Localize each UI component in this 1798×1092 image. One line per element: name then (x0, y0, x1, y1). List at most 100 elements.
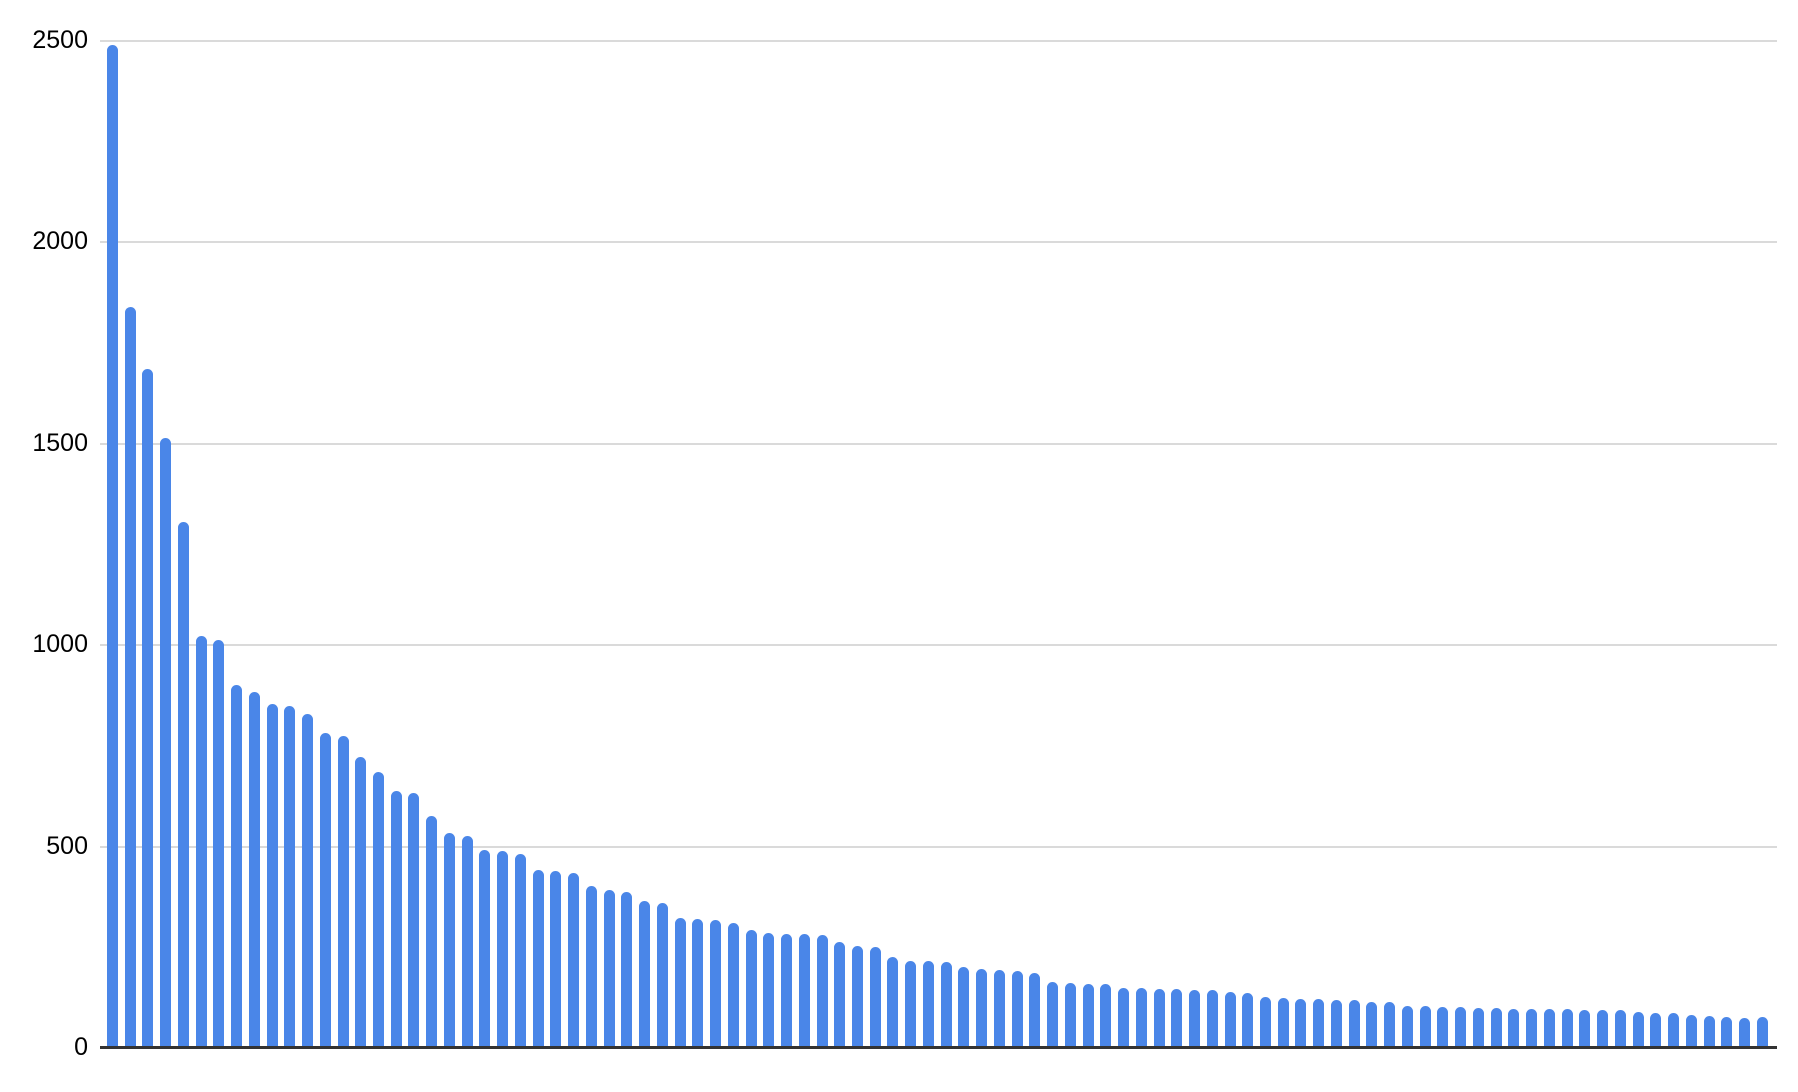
bar-44[interactable] (869, 947, 881, 1048)
bar-28[interactable] (585, 886, 597, 1048)
bar-13[interactable] (319, 732, 331, 1048)
bar-70[interactable] (1330, 999, 1342, 1048)
bar-37[interactable] (745, 930, 757, 1048)
bar-22[interactable] (479, 850, 491, 1048)
bar-76[interactable] (1437, 1006, 1449, 1048)
bar-1[interactable] (106, 45, 118, 1048)
bar-19[interactable] (426, 815, 438, 1048)
bar-83[interactable] (1561, 1009, 1573, 1048)
bar-72[interactable] (1366, 1001, 1378, 1048)
bar-93[interactable] (1738, 1018, 1750, 1048)
y-axis-tick-label: 0 (74, 1033, 88, 1061)
bar-9[interactable] (248, 691, 260, 1048)
bar-23[interactable] (497, 851, 509, 1048)
bar-88[interactable] (1650, 1012, 1662, 1048)
bar-65[interactable] (1242, 993, 1254, 1048)
bar-48[interactable] (940, 961, 952, 1048)
bar-86[interactable] (1614, 1010, 1626, 1048)
bar-78[interactable] (1472, 1007, 1484, 1048)
bar-24[interactable] (514, 853, 526, 1048)
y-axis-tick-label: 2500 (32, 26, 88, 54)
bar-64[interactable] (1224, 992, 1236, 1048)
bar-81[interactable] (1526, 1008, 1538, 1048)
bar-60[interactable] (1153, 988, 1165, 1048)
bar-69[interactable] (1313, 999, 1325, 1048)
bar-87[interactable] (1632, 1012, 1644, 1048)
bar-11[interactable] (284, 706, 296, 1048)
bar-52[interactable] (1011, 971, 1023, 1048)
bar-55[interactable] (1064, 983, 1076, 1048)
bar-2[interactable] (124, 306, 136, 1048)
bar-51[interactable] (993, 970, 1005, 1048)
bar-91[interactable] (1703, 1015, 1715, 1048)
bar-4[interactable] (160, 437, 172, 1048)
bar-71[interactable] (1348, 999, 1360, 1048)
bar-57[interactable] (1100, 983, 1112, 1048)
bar-20[interactable] (443, 833, 455, 1048)
bar-74[interactable] (1401, 1005, 1413, 1048)
bar-32[interactable] (656, 903, 668, 1048)
bar-75[interactable] (1419, 1006, 1431, 1048)
bar-26[interactable] (550, 870, 562, 1048)
bar-25[interactable] (532, 869, 544, 1048)
bar-5[interactable] (177, 522, 189, 1048)
bar-56[interactable] (1082, 983, 1094, 1048)
bar-3[interactable] (142, 369, 154, 1048)
bar-63[interactable] (1206, 989, 1218, 1048)
bar-62[interactable] (1189, 989, 1201, 1048)
bar-94[interactable] (1756, 1016, 1768, 1048)
bar-8[interactable] (231, 685, 243, 1048)
bar-33[interactable] (674, 918, 686, 1048)
bar-89[interactable] (1668, 1012, 1680, 1048)
bar-10[interactable] (266, 703, 278, 1048)
bar-43[interactable] (851, 946, 863, 1048)
bar-90[interactable] (1685, 1015, 1697, 1048)
bar-18[interactable] (408, 793, 420, 1048)
bar-29[interactable] (603, 890, 615, 1048)
bar-53[interactable] (1029, 973, 1041, 1048)
bar-40[interactable] (798, 934, 810, 1048)
bar-50[interactable] (976, 969, 988, 1048)
bar-38[interactable] (763, 932, 775, 1048)
bar-16[interactable] (373, 771, 384, 1048)
bar-84[interactable] (1579, 1009, 1591, 1048)
bar-34[interactable] (692, 919, 704, 1048)
bar-39[interactable] (781, 934, 793, 1048)
bar-61[interactable] (1171, 989, 1183, 1048)
bar-36[interactable] (727, 922, 739, 1048)
y-axis-tick-label: 1000 (32, 630, 88, 659)
bar-66[interactable] (1260, 996, 1271, 1048)
bar-15[interactable] (355, 757, 367, 1048)
bar-67[interactable] (1277, 997, 1289, 1048)
bar-77[interactable] (1455, 1006, 1467, 1048)
bar-17[interactable] (390, 791, 402, 1048)
bar-21[interactable] (461, 835, 473, 1048)
bar-35[interactable] (710, 919, 722, 1048)
y-axis-tick-label: 500 (46, 831, 88, 860)
bar-46[interactable] (905, 960, 917, 1048)
bar-59[interactable] (1135, 988, 1147, 1048)
bar-31[interactable] (639, 901, 651, 1048)
bar-73[interactable] (1384, 1002, 1396, 1048)
bar-54[interactable] (1047, 982, 1059, 1048)
bar-27[interactable] (568, 873, 580, 1048)
bar-85[interactable] (1597, 1010, 1609, 1048)
y-axis-tick-label: 2000 (32, 227, 88, 256)
bar-7[interactable] (213, 640, 225, 1048)
bar-42[interactable] (834, 942, 846, 1048)
bar-47[interactable] (922, 961, 934, 1048)
bar-68[interactable] (1295, 998, 1307, 1048)
bar-79[interactable] (1490, 1008, 1502, 1048)
bar-58[interactable] (1118, 987, 1130, 1048)
bar-45[interactable] (887, 957, 899, 1048)
bar-41[interactable] (816, 934, 828, 1048)
bar-49[interactable] (958, 966, 970, 1048)
bar-30[interactable] (621, 891, 633, 1048)
bar-92[interactable] (1721, 1016, 1733, 1048)
bar-14[interactable] (337, 735, 349, 1048)
bar-6[interactable] (195, 636, 207, 1048)
bar-80[interactable] (1508, 1008, 1520, 1048)
bar-12[interactable] (302, 714, 314, 1048)
bar-82[interactable] (1543, 1008, 1555, 1048)
